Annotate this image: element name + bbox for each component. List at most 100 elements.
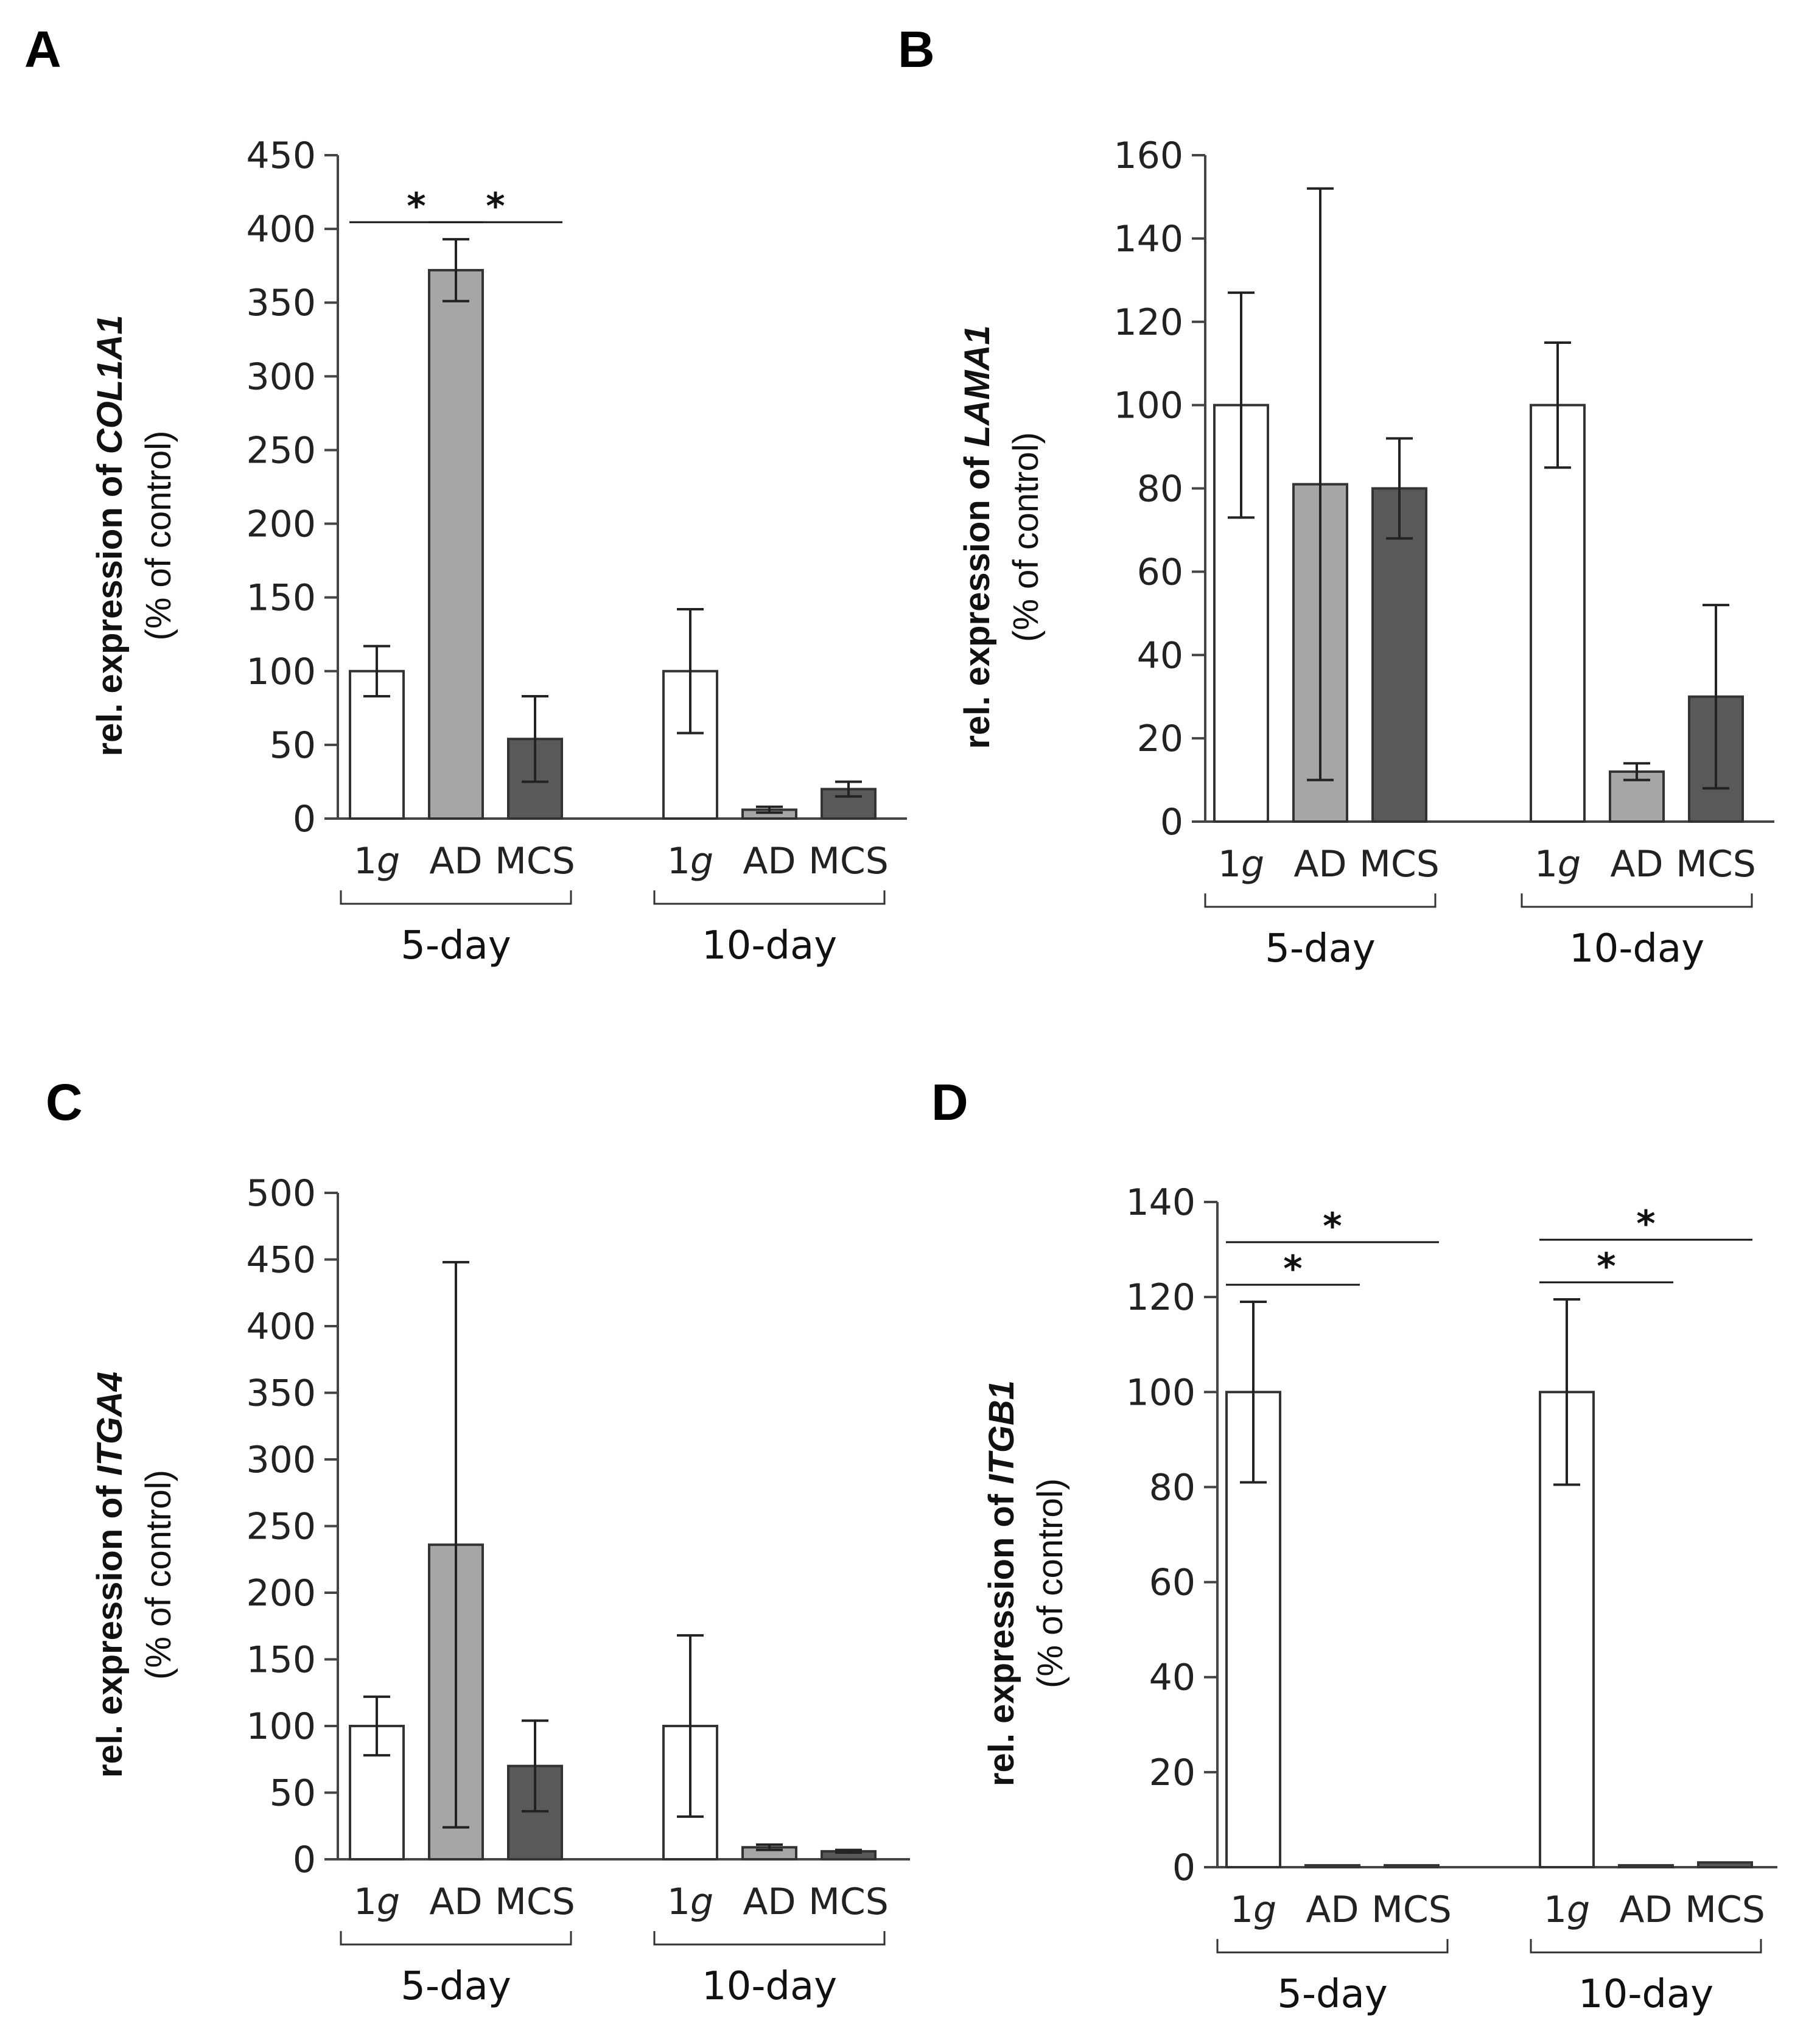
category-label: MCS (495, 1881, 575, 1923)
category-label-1: 1 (1535, 843, 1558, 886)
y-tick-label: 150 (246, 1639, 316, 1682)
bar-5-day-AD (428, 268, 484, 820)
category-label: 1g (1230, 1889, 1276, 1931)
category-label-1: 1 (1544, 1889, 1567, 1931)
group-label: 10-day (702, 1964, 837, 2009)
panel-letter: C (46, 1074, 83, 1131)
group-bracket (1521, 893, 1753, 908)
significance-star: * (1597, 1245, 1615, 1288)
category-label: AD (1619, 1889, 1672, 1931)
y-tick-label: 450 (246, 1239, 316, 1282)
category-label: MCS (808, 1881, 889, 1923)
y-tick-label: 100 (1125, 1371, 1195, 1414)
category-label-1: 1 (354, 840, 377, 882)
y-tick-label: 50 (270, 1772, 316, 1815)
y-tick-label: 200 (246, 1572, 316, 1615)
group-label: 10-day (1569, 926, 1704, 971)
category-label: 1g (667, 1881, 713, 1923)
bar-10-day-AD (1618, 1864, 1674, 1869)
y-tick-label: 300 (246, 355, 316, 398)
y-tick-label: 200 (246, 503, 316, 546)
y-tick-label: 120 (1113, 301, 1183, 344)
y-tick-label: 400 (246, 1305, 316, 1348)
y-axis-label-gene: ITGB1 (982, 1380, 1021, 1484)
y-tick-label: 100 (246, 651, 316, 693)
category-label: 1g (354, 1881, 400, 1923)
group-label: 5-day (401, 1964, 511, 2009)
y-axis-label-gene: COL1A1 (90, 315, 130, 454)
category-label-1: 1 (1218, 843, 1241, 886)
group-bracket (653, 1931, 886, 1946)
group-bracket (653, 890, 886, 905)
category-label: 1g (667, 840, 713, 882)
group-label: 10-day (1578, 1972, 1713, 2017)
category-label: AD (1610, 843, 1663, 886)
y-axis-label-gene: ITGA4 (90, 1372, 130, 1476)
y-tick-label: 0 (293, 1839, 316, 1881)
bar-10-day-MCS (1697, 1861, 1753, 1869)
y-tick-label: 400 (246, 208, 316, 251)
y-axis-label: rel. expression of COL1A1 (90, 315, 130, 756)
y-tick-label: 80 (1149, 1466, 1195, 1509)
group-label: 5-day (1265, 926, 1376, 971)
bar-10-day-AD (1609, 770, 1665, 823)
category-label-1: 1 (354, 1881, 377, 1923)
y-axis-label-prefix: rel. expression of (982, 1484, 1021, 1786)
category-label-g: g (690, 1881, 713, 1923)
category-label-g: g (690, 840, 713, 882)
category-label-g: g (1241, 843, 1264, 886)
category-label-g: g (1567, 1889, 1590, 1931)
y-tick-label: 50 (270, 724, 316, 767)
group-bracket (1530, 1939, 1762, 1954)
panel-letter: D (931, 1074, 968, 1131)
y-tick-label: 40 (1137, 634, 1183, 677)
y-axis-label: rel. expression of ITGA4 (90, 1372, 130, 1778)
y-tick-label: 60 (1149, 1562, 1195, 1604)
y-tick-label: 140 (1113, 218, 1183, 260)
y-tick-label: 350 (246, 1372, 316, 1415)
category-label: MCS (808, 840, 889, 882)
category-label: MCS (1676, 843, 1756, 886)
y-axis-label-line2: (% of control) (139, 431, 178, 641)
category-label-1: 1 (1230, 1889, 1253, 1931)
y-axis-label-prefix: rel. expression of (957, 447, 997, 749)
category-label: AD (429, 1881, 482, 1923)
panel-c: C 0 50 100 150 200 250 300 350 400 450 500 rel. expr… (46, 1074, 910, 2009)
y-tick-label: 250 (246, 1506, 316, 1548)
y-tick-label: 300 (246, 1439, 316, 1481)
y-axis-label: rel. expression of ITGB1 (982, 1380, 1021, 1786)
panel-a: A 0 50 100 150 200 250 300 350 400 450 rel. express… (24, 21, 907, 968)
category-label: AD (743, 840, 796, 882)
category-label: 1g (354, 840, 400, 882)
category-label: AD (429, 840, 482, 882)
group-bracket (340, 1931, 572, 1946)
y-axis-label-line2: (% of control) (1031, 1478, 1070, 1688)
y-tick-label: 40 (1149, 1657, 1195, 1699)
category-label-1: 1 (667, 1881, 690, 1923)
y-tick-label: 250 (246, 429, 316, 472)
category-label-g: g (1558, 843, 1581, 886)
group-label: 5-day (401, 923, 511, 968)
y-tick-label: 80 (1137, 468, 1183, 511)
category-label: MCS (1371, 1889, 1452, 1931)
y-axis-label-line2: (% of control) (139, 1470, 178, 1680)
significance-star: * (486, 185, 505, 228)
y-tick-label: 350 (246, 282, 316, 324)
bar-5-day-AD (1304, 1864, 1360, 1869)
y-tick-label: 100 (246, 1705, 316, 1748)
y-tick-label: 60 (1137, 551, 1183, 593)
category-label: AD (1293, 843, 1346, 886)
significance-star: * (1283, 1248, 1302, 1290)
group-label: 10-day (702, 923, 837, 968)
significance-star: * (407, 185, 425, 228)
group-bracket (340, 890, 572, 905)
y-tick-label: 20 (1137, 718, 1183, 760)
category-label-g: g (1253, 1889, 1276, 1931)
panel-b: B 0 20 40 60 80 100 120 140 160 rel. expression of… (898, 21, 1774, 971)
bar-10-day-1g (1530, 404, 1586, 823)
panel-letter: A (24, 21, 61, 78)
category-label: AD (1306, 1889, 1359, 1931)
y-axis-label-gene: LAMA1 (957, 325, 997, 447)
category-label-g: g (377, 1881, 400, 1923)
